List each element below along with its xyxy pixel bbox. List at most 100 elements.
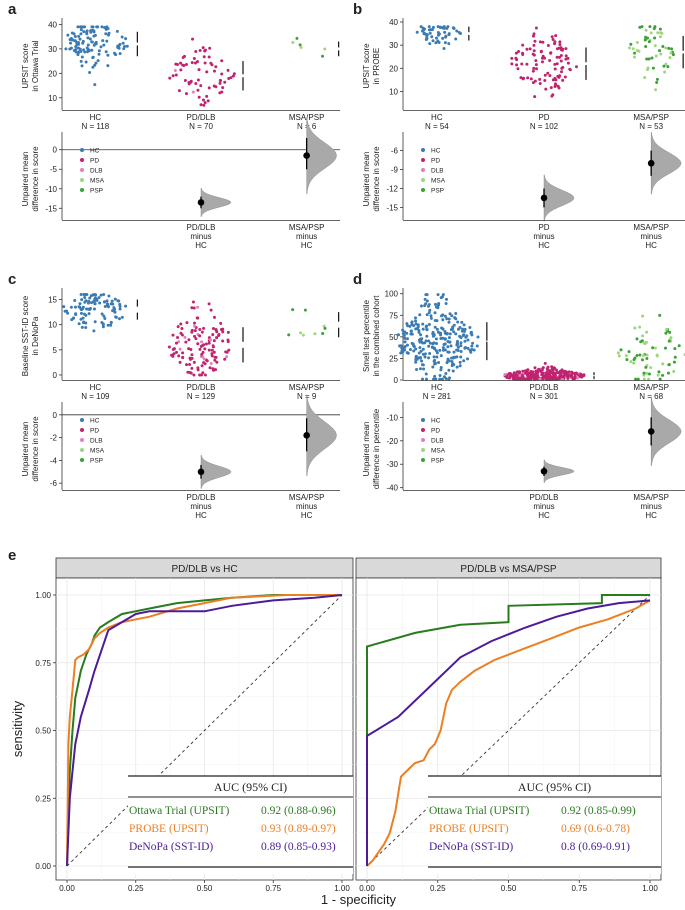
data-point	[450, 314, 454, 318]
data-point	[225, 355, 229, 359]
swarm-y-tick-label: 50	[389, 333, 398, 342]
mean-difference-point	[197, 468, 205, 476]
x-tick-label: 0.00	[59, 884, 75, 893]
data-point	[76, 25, 80, 29]
data-point	[650, 56, 654, 60]
legend-label: HC	[431, 418, 441, 425]
data-point	[117, 44, 121, 48]
data-point	[431, 365, 435, 369]
data-point	[181, 355, 185, 359]
data-point	[209, 61, 213, 65]
data-point	[459, 344, 463, 348]
data-point	[672, 360, 676, 364]
data-point	[557, 46, 561, 50]
data-point	[513, 374, 517, 378]
data-point	[557, 75, 561, 79]
data-point	[521, 369, 525, 373]
data-point	[89, 294, 93, 298]
legend-swatch	[421, 188, 425, 192]
data-point	[440, 295, 444, 299]
swarm-y-label: UPSIT scorein Ottawa Trial	[21, 40, 40, 91]
auc-table-title: AUC (95% CI)	[214, 780, 287, 794]
data-point	[677, 344, 681, 348]
swarm-group-hc	[64, 25, 138, 87]
data-point	[223, 357, 227, 361]
data-point	[114, 315, 118, 319]
data-point	[450, 327, 454, 331]
data-point	[66, 33, 70, 37]
data-point	[403, 340, 407, 344]
data-point	[658, 313, 662, 317]
data-point	[546, 365, 550, 369]
mean-difference-point	[647, 428, 655, 435]
swarm-y-label-line: Baseline SST-ID score	[21, 295, 30, 376]
data-point	[469, 331, 473, 335]
data-point	[428, 42, 432, 46]
legend-label: MSA	[431, 448, 446, 455]
data-point	[633, 326, 637, 330]
data-point	[643, 38, 647, 42]
bootstrap-distribution	[306, 116, 337, 195]
data-point	[507, 376, 511, 380]
data-point	[456, 349, 460, 353]
data-point	[523, 377, 527, 381]
group-label: PD/DLB	[187, 383, 216, 392]
group-label: HC	[431, 113, 443, 122]
data-point	[72, 49, 76, 53]
data-point	[419, 333, 423, 337]
data-point	[198, 347, 202, 351]
data-point	[541, 366, 545, 370]
swarm-y-tick-label: 20	[48, 69, 57, 78]
legend-label: PD	[431, 158, 440, 165]
group-n: N = 129	[187, 392, 216, 401]
bootstrap-distribution	[200, 187, 232, 218]
data-point	[221, 330, 225, 334]
data-point	[443, 331, 447, 335]
data-point	[78, 302, 82, 306]
data-point	[81, 41, 85, 45]
group-n: N = 53	[639, 122, 663, 131]
data-point	[91, 56, 95, 60]
data-point	[441, 318, 445, 322]
data-point	[200, 364, 204, 368]
data-point	[219, 327, 223, 331]
data-point	[647, 40, 651, 44]
data-point	[454, 317, 458, 321]
data-point	[549, 86, 553, 90]
data-point	[80, 55, 84, 59]
data-point	[403, 330, 407, 334]
diff-group-label: minus	[190, 232, 211, 241]
data-point	[533, 366, 537, 370]
data-point	[528, 47, 532, 51]
data-point	[447, 368, 451, 372]
data-point	[518, 374, 522, 378]
data-point	[124, 304, 128, 308]
data-point	[632, 55, 636, 59]
y-tick-label: 0.00	[35, 862, 51, 871]
data-point	[406, 324, 410, 328]
swarm-group-hc	[397, 293, 488, 381]
data-point	[543, 361, 547, 365]
data-point	[444, 377, 448, 381]
data-point	[543, 79, 547, 83]
swarm-y-label-line: in PROBE	[372, 48, 381, 84]
data-point	[211, 367, 215, 371]
data-point	[572, 377, 576, 381]
data-point	[428, 31, 432, 35]
data-point	[550, 377, 554, 381]
data-point	[434, 41, 438, 45]
data-point	[443, 314, 447, 318]
data-point	[79, 293, 83, 297]
diff-group-label: minus	[190, 502, 211, 511]
data-point	[532, 43, 536, 47]
diff-group-label: minus	[533, 232, 554, 241]
data-point	[515, 370, 519, 374]
data-point	[448, 332, 452, 336]
data-point	[79, 49, 83, 53]
data-point	[409, 329, 413, 333]
data-point	[549, 51, 553, 55]
data-point	[181, 55, 185, 59]
data-point	[538, 40, 542, 44]
data-point	[554, 372, 558, 376]
